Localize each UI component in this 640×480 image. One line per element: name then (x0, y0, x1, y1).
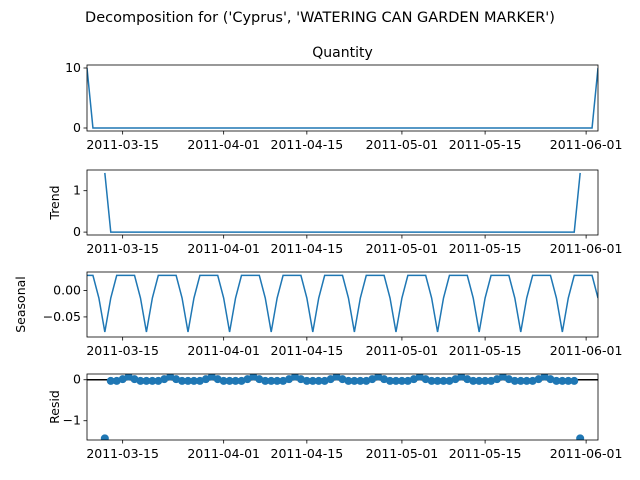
seasonal-xtick-label: 2011-05-01 (366, 343, 439, 358)
resid-point (433, 376, 442, 385)
resid-point (522, 376, 531, 385)
trend-axes-frame (86, 169, 599, 236)
resid-point (469, 376, 478, 385)
resid-point (356, 376, 365, 385)
observed-series-line (87, 67, 598, 129)
panel-seasonal: 0.00 −0.05 2011-03-15 2011-04-01 2011-04-15 2… (13, 271, 623, 358)
trend-ytick-label: 0 (73, 224, 81, 239)
resid-xtick-label: 2011-04-15 (271, 446, 344, 461)
resid-point (184, 376, 193, 385)
resid-point (439, 376, 448, 385)
observed-xtick-label: 2011-05-01 (366, 137, 439, 152)
trend-series-line (104, 172, 581, 233)
resid-point (564, 376, 573, 385)
trend-ylabel: Trend (47, 185, 62, 220)
trend-ytick-label: 1 (73, 183, 81, 198)
plot-area-resid (87, 374, 598, 440)
resid-point (510, 376, 519, 385)
observed-xtick-label: 2011-03-15 (86, 137, 159, 152)
resid-point (231, 376, 240, 385)
resid-xtick-label: 2011-03-15 (86, 446, 159, 461)
seasonal-xtick-label: 2011-05-15 (449, 343, 522, 358)
panel-trend: 0 1 2011-03-15 2011-04-01 2011-04-15 2011-05-… (47, 169, 623, 256)
observed-xtick-label: 2011-06-01 (550, 137, 623, 152)
seasonal-axes-frame (86, 271, 599, 338)
observed-title: Quantity (312, 45, 373, 61)
resid-point (136, 376, 145, 385)
trend-xtick-label: 2011-05-01 (366, 241, 439, 256)
seasonal-xtick-label: 2011-04-15 (271, 343, 344, 358)
plot-area-trend (104, 172, 581, 233)
seasonal-ylabel: Seasonal (13, 276, 28, 333)
seasonal-ytick-label: −0.05 (43, 309, 81, 324)
plot-area-seasonal (87, 274, 598, 333)
observed-xtick-label: 2011-04-15 (271, 137, 344, 152)
resid-point (427, 376, 436, 385)
resid-point (100, 434, 109, 440)
seasonal-series-line (87, 274, 598, 333)
resid-xtick-label: 2011-04-01 (187, 446, 260, 461)
observed-ytick-label: 0 (73, 120, 81, 135)
observed-ytick-label: 10 (65, 60, 81, 75)
resid-point (225, 376, 234, 385)
resid-point (302, 376, 311, 385)
resid-point (314, 376, 323, 385)
resid-point (391, 376, 400, 385)
resid-ylabel: Resid (47, 390, 62, 424)
resid-point (142, 376, 151, 385)
trend-xtick-label: 2011-04-15 (271, 241, 344, 256)
resid-xtick-label: 2011-05-15 (449, 446, 522, 461)
seasonal-ytick-label: 0.00 (53, 282, 81, 297)
observed-xtick-label: 2011-05-15 (449, 137, 522, 152)
panel-resid: 0 −1 2011-03-15 2011-04-01 2011-04-15 2011-05… (47, 372, 622, 461)
resid-point (350, 376, 359, 385)
resid-xtick-label: 2011-06-01 (550, 446, 623, 461)
resid-axes-frame (86, 373, 599, 441)
resid-point (261, 376, 270, 385)
resid-point (219, 376, 228, 385)
resid-point (148, 376, 157, 385)
resid-point (178, 376, 187, 385)
seasonal-xtick-label: 2011-03-15 (86, 343, 159, 358)
resid-point (552, 376, 561, 385)
seasonal-xtick-label: 2011-04-01 (187, 343, 260, 358)
resid-ytick-label: 0 (73, 372, 81, 387)
trend-xtick-label: 2011-04-01 (187, 241, 260, 256)
plot-area-observed (87, 67, 598, 129)
resid-point (189, 376, 198, 385)
trend-xtick-label: 2011-03-15 (86, 241, 159, 256)
resid-point (397, 376, 406, 385)
resid-point (475, 376, 484, 385)
resid-point (267, 376, 276, 385)
observed-xtick-label: 2011-04-01 (187, 137, 260, 152)
resid-point (344, 376, 353, 385)
resid-point (386, 376, 395, 385)
figure-suptitle: Decomposition for ('Cyprus', 'WATERING C… (85, 10, 555, 26)
seasonal-xtick-label: 2011-06-01 (550, 343, 623, 358)
resid-point (273, 376, 282, 385)
resid-point (481, 376, 490, 385)
trend-xtick-label: 2011-06-01 (550, 241, 623, 256)
resid-point (106, 376, 115, 385)
resid-ytick-label: −1 (63, 413, 81, 428)
resid-point (516, 376, 525, 385)
panel-observed: 0 10 2011-03-15 2011-04-01 2011-04-15 2011-05… (65, 45, 622, 152)
resid-point (570, 376, 579, 385)
trend-xtick-label: 2011-05-15 (449, 241, 522, 256)
observed-axes-frame (86, 64, 599, 132)
resid-point (558, 376, 567, 385)
resid-point (308, 376, 317, 385)
resid-point (576, 434, 585, 440)
resid-xtick-label: 2011-05-01 (366, 446, 439, 461)
